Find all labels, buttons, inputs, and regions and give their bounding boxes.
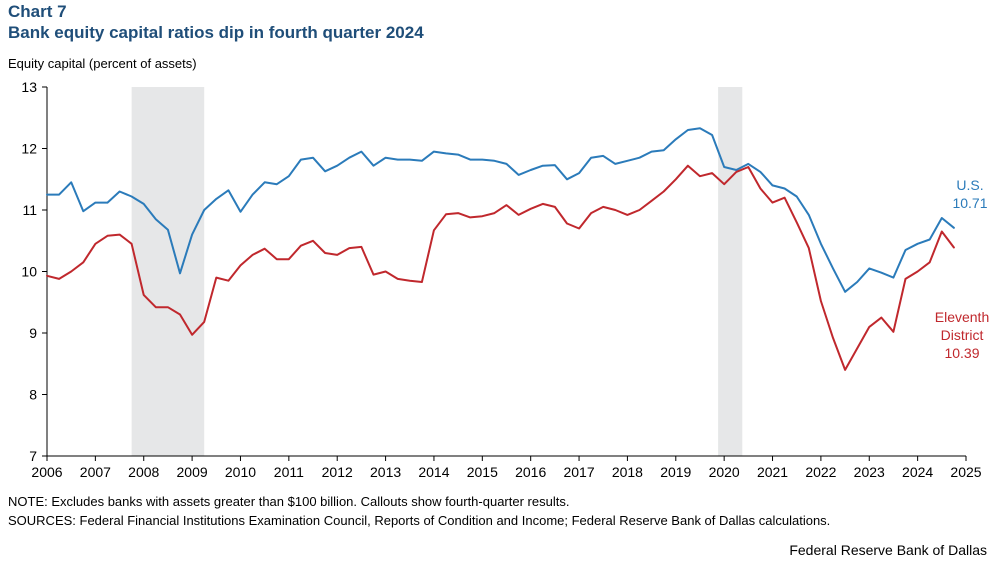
- x-tick-label: 2018: [612, 464, 643, 480]
- chart-label: Chart 7: [8, 2, 67, 21]
- chart-title: Bank equity capital ratios dip in fourth…: [8, 23, 424, 42]
- x-tick-label: 2014: [418, 464, 449, 480]
- x-tick-label: 2007: [80, 464, 111, 480]
- x-tick-label: 2021: [757, 464, 788, 480]
- eleventh-callout-value: 10.39: [944, 345, 979, 361]
- x-tick-label: 2009: [177, 464, 208, 480]
- recession-band-1: [718, 87, 743, 456]
- callouts: U.S. 10.71 Eleventh District 10.39: [935, 177, 989, 361]
- us-callout-value: 10.71: [952, 195, 987, 211]
- series-line-eleventh-district: [46, 164, 955, 371]
- x-tick-label: 2006: [31, 464, 62, 480]
- y-tick-label: 11: [22, 202, 37, 218]
- y-tick-label: 9: [29, 325, 37, 341]
- series-line-us: [46, 127, 955, 293]
- x-tick-label: 2016: [515, 464, 546, 480]
- x-tick-label: 2011: [274, 464, 304, 480]
- y-tick-label: 7: [29, 448, 37, 464]
- y-tick-label: 13: [21, 79, 37, 95]
- x-tick-label: 2017: [563, 464, 594, 480]
- x-tick-label: 2010: [225, 464, 256, 480]
- x-tick-label: 2024: [902, 464, 933, 480]
- recession-band-0: [131, 87, 205, 456]
- credit-line: Federal Reserve Bank of Dallas: [789, 542, 987, 558]
- x-tick-label: 2025: [950, 464, 981, 480]
- x-tick-label: 2015: [467, 464, 498, 480]
- x-tick-label: 2023: [854, 464, 885, 480]
- chart-area: 7 8 9 10 11 12 13 2006 2007 2008 2009 2010 2011 2012 2…: [21, 79, 989, 480]
- eleventh-callout-name-1: Eleventh: [935, 309, 989, 325]
- chart-sources: SOURCES: Federal Financial Institutions …: [8, 513, 831, 528]
- axes: 7 8 9 10 11 12 13 2006 2007 2008 2009 2010 2011 2012 2…: [21, 79, 981, 480]
- x-tick-label: 2008: [128, 464, 159, 480]
- x-tick-label: 2019: [660, 464, 691, 480]
- chart-note: NOTE: Excludes banks with assets greater…: [8, 494, 570, 509]
- eleventh-callout-name-2: District: [941, 327, 984, 343]
- x-tick-label: 2022: [805, 464, 836, 480]
- recession-shading: [131, 87, 743, 456]
- x-tick-label: 2020: [709, 464, 740, 480]
- y-axis-label: Equity capital (percent of assets): [8, 56, 197, 71]
- series-lines: [46, 127, 955, 371]
- x-tick-label: 2012: [322, 464, 353, 480]
- us-callout-name: U.S.: [956, 177, 983, 193]
- x-tick-label: 2013: [370, 464, 401, 480]
- y-tick-label: 10: [21, 264, 37, 280]
- y-tick-label: 8: [29, 387, 37, 403]
- y-tick-label: 12: [21, 141, 37, 157]
